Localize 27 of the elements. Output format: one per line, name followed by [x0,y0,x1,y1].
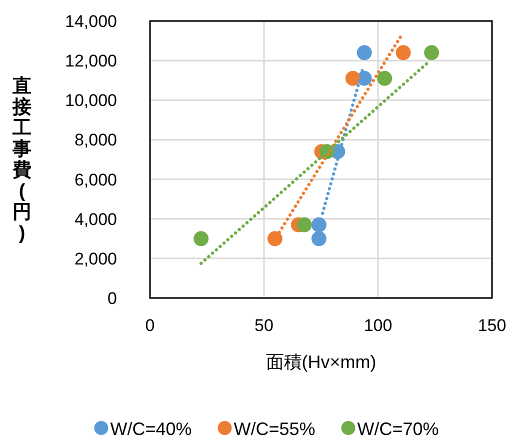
legend-label: W/C=70% [357,419,439,439]
point [424,45,440,60]
point [311,217,326,232]
x-tick-label: 0 [145,316,155,335]
point [194,231,209,246]
y-tick-label: 2,000 [74,249,117,268]
y-tick-label: 14,000 [65,12,117,31]
y-tick-label: 12,000 [65,52,117,71]
point [345,70,360,86]
legend-label: W/C=40% [110,419,192,439]
point [396,45,411,60]
point [296,217,312,232]
y-axis-title: 直接工事費(円) [12,75,32,244]
y-tick-label: 6,000 [74,170,117,190]
x-tick-label: 100 [364,316,392,335]
y-tick-label: 4,000 [74,210,117,229]
y-tick-label: 8,000 [74,130,117,150]
x-axis-title: 面積(Hv×mm) [266,352,376,372]
point [356,45,372,60]
point [377,70,392,86]
y-tick-label: 0 [108,289,117,308]
x-tick-label: 50 [254,316,274,335]
y-tick-label: 10,000 [65,91,117,110]
point [267,231,282,246]
x-tick-label: 150 [478,316,506,335]
point [311,231,326,246]
legend-label: W/C=55% [234,419,316,439]
